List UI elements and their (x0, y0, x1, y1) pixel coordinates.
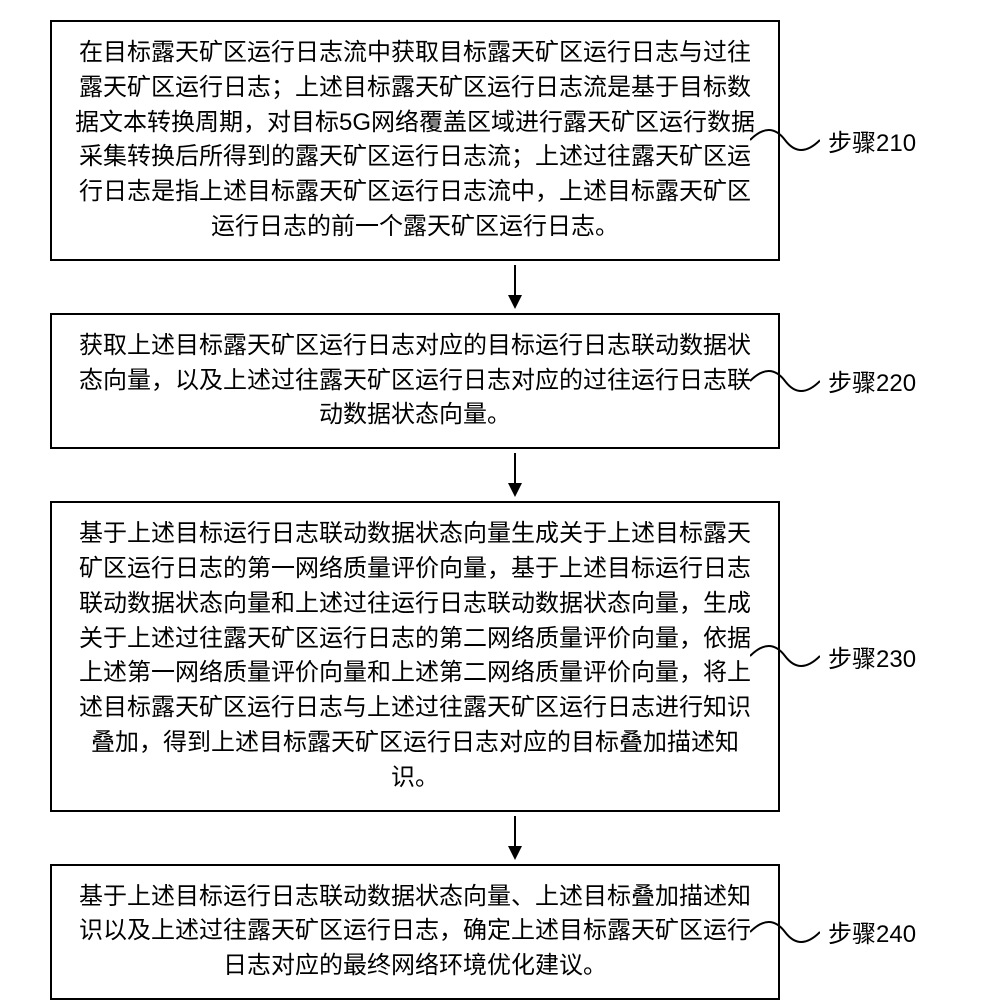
arrow-down-icon (503, 816, 527, 860)
curve-icon (750, 907, 820, 957)
curve-icon (750, 356, 820, 406)
arrow-3 (105, 816, 895, 860)
arrow-2 (105, 453, 895, 497)
step-row-220: 获取上述目标露天矿区运行日志对应的目标运行日志联动数据状态向量，以及上述过往露天… (20, 313, 980, 449)
step-text-230: 基于上述目标运行日志联动数据状态向量生成关于上述目标露天矿区运行日志的第一网络质… (79, 520, 751, 791)
step-label-230: 步骤230 (828, 639, 916, 674)
connector-230: 步骤230 (750, 631, 916, 681)
step-label-220: 步骤220 (828, 363, 916, 398)
step-box-220: 获取上述目标露天矿区运行日志对应的目标运行日志联动数据状态向量，以及上述过往露天… (50, 313, 780, 449)
connector-240: 步骤240 (750, 907, 916, 957)
arrow-down-icon (503, 453, 527, 497)
connector-210: 步骤210 (750, 115, 916, 165)
arrow-1 (105, 265, 895, 309)
curve-icon (750, 631, 820, 681)
curve-icon (750, 115, 820, 165)
step-row-230: 基于上述目标运行日志联动数据状态向量生成关于上述目标露天矿区运行日志的第一网络质… (20, 501, 980, 811)
connector-220: 步骤220 (750, 356, 916, 406)
arrow-down-icon (503, 265, 527, 309)
step-box-230: 基于上述目标运行日志联动数据状态向量生成关于上述目标露天矿区运行日志的第一网络质… (50, 501, 780, 811)
flowchart-container: 在目标露天矿区运行日志流中获取目标露天矿区运行日志与过往露天矿区运行日志；上述目… (20, 20, 980, 1000)
step-text-240: 基于上述目标运行日志联动数据状态向量、上述目标叠加描述知识以及上述过往露天矿区运… (79, 883, 751, 980)
step-row-210: 在目标露天矿区运行日志流中获取目标露天矿区运行日志与过往露天矿区运行日志；上述目… (20, 20, 980, 261)
step-label-210: 步骤210 (828, 123, 916, 158)
step-label-240: 步骤240 (828, 914, 916, 949)
step-text-220: 获取上述目标露天矿区运行日志对应的目标运行日志联动数据状态向量，以及上述过往露天… (79, 332, 751, 429)
step-box-210: 在目标露天矿区运行日志流中获取目标露天矿区运行日志与过往露天矿区运行日志；上述目… (50, 20, 780, 261)
step-text-210: 在目标露天矿区运行日志流中获取目标露天矿区运行日志与过往露天矿区运行日志；上述目… (75, 39, 755, 240)
step-box-240: 基于上述目标运行日志联动数据状态向量、上述目标叠加描述知识以及上述过往露天矿区运… (50, 864, 780, 1000)
step-row-240: 基于上述目标运行日志联动数据状态向量、上述目标叠加描述知识以及上述过往露天矿区运… (20, 864, 980, 1000)
